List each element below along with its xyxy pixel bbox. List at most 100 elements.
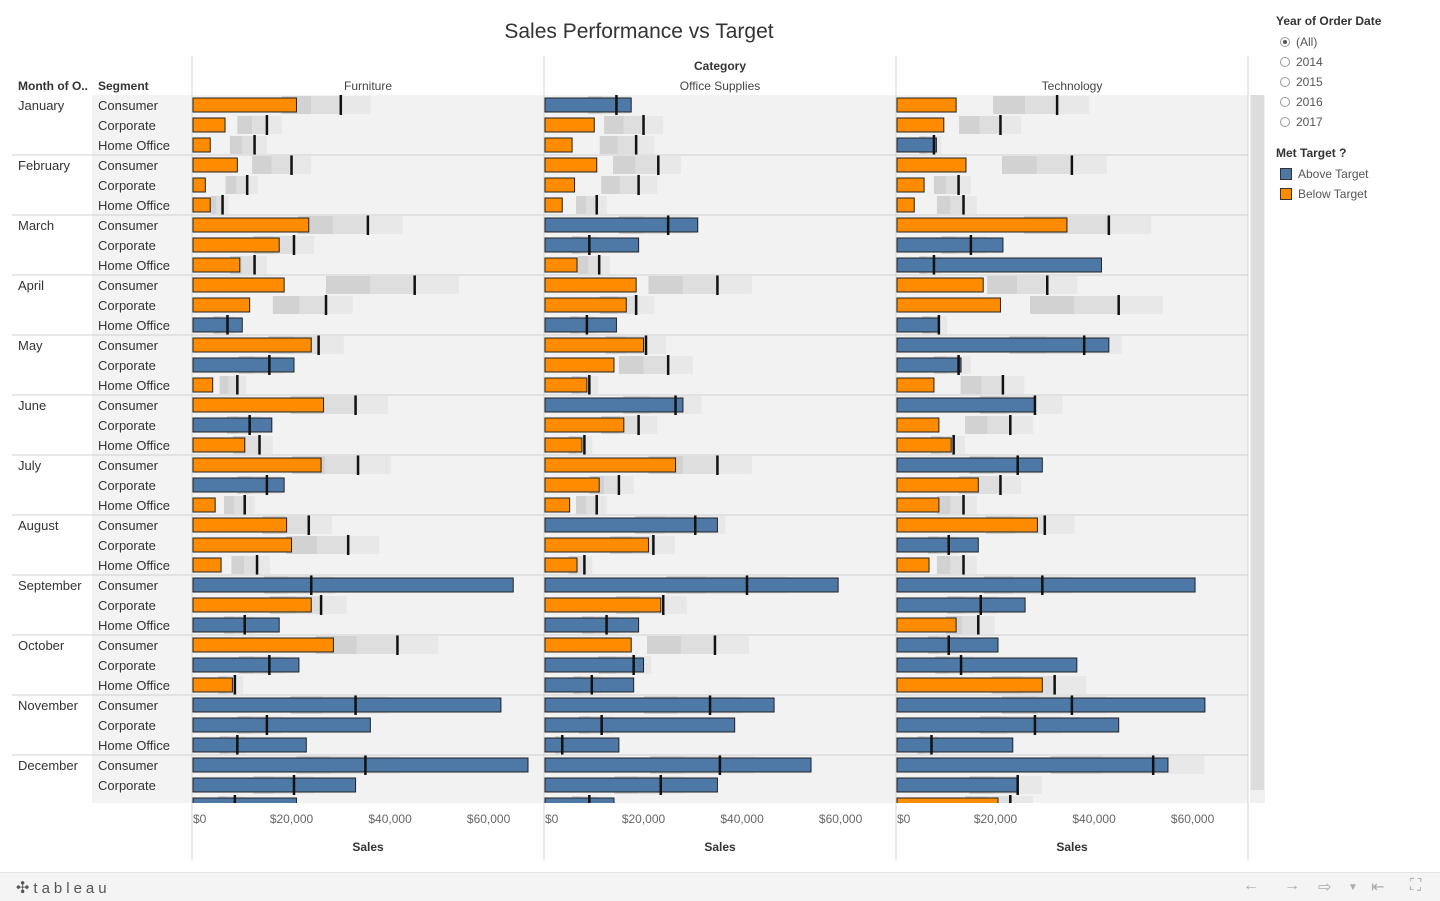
target-band xyxy=(1025,96,1058,114)
revert-icon[interactable]: ⇨ xyxy=(1318,879,1332,896)
segment-column-header[interactable]: Segment xyxy=(98,79,149,93)
target-band xyxy=(326,276,371,294)
target-band xyxy=(1002,376,1025,394)
segment-label: Consumer xyxy=(98,758,159,773)
met-target-legend-title: Met Target ? xyxy=(1276,146,1347,160)
target-band xyxy=(1000,116,1022,134)
sales-bar xyxy=(544,797,615,803)
target-band xyxy=(682,456,718,474)
legend-label: Above Target xyxy=(1298,167,1369,181)
target-band xyxy=(643,116,664,134)
sales-bar xyxy=(192,177,206,193)
target-band xyxy=(589,376,599,394)
target-band xyxy=(933,136,942,154)
brand-text: tableau xyxy=(33,879,111,897)
target-band xyxy=(636,296,655,314)
revert-dropdown-icon[interactable]: ▼ xyxy=(1348,882,1358,893)
target-band xyxy=(584,556,593,574)
sales-bar xyxy=(544,537,649,553)
year-option-2016[interactable]: 2016 xyxy=(1276,92,1436,112)
x-axis-title: Sales xyxy=(704,840,736,854)
x-tick-label: $20,000 xyxy=(622,812,666,826)
undo-icon[interactable]: ← xyxy=(1243,877,1259,894)
scrollbar-thumb xyxy=(1251,95,1264,790)
sales-bar xyxy=(896,717,1120,733)
sales-bar xyxy=(192,377,214,393)
year-option-2014[interactable]: 2014 xyxy=(1276,52,1436,72)
sales-bar xyxy=(896,457,1043,473)
target-band xyxy=(636,136,655,154)
sales-bar xyxy=(192,457,322,473)
segment-label: Corporate xyxy=(98,718,156,733)
target-band xyxy=(271,156,292,174)
sales-bar xyxy=(544,697,775,713)
target-band xyxy=(604,476,619,494)
sales-bar xyxy=(544,137,573,153)
legend-item-above-target[interactable]: Above Target xyxy=(1276,164,1436,184)
target-band xyxy=(993,96,1026,114)
target-band xyxy=(299,296,327,314)
target-band xyxy=(959,116,980,134)
legend-label: Below Target xyxy=(1298,187,1368,201)
fullscreen-icon[interactable]: ⛶ xyxy=(1410,877,1422,894)
sales-bar xyxy=(544,277,637,293)
segment-label: Home Office xyxy=(98,198,170,213)
revert-all-icon[interactable]: ⇤ xyxy=(1371,879,1385,896)
target-band xyxy=(617,136,637,154)
target-band xyxy=(645,336,667,354)
segment-label: Corporate xyxy=(98,598,156,613)
target-band xyxy=(340,96,371,114)
legend-item-below-target[interactable]: Below Target xyxy=(1276,184,1436,204)
sales-bar xyxy=(192,677,233,693)
target-band xyxy=(987,416,1011,434)
category-furniture-header: Furniture xyxy=(343,79,393,93)
target-band xyxy=(242,136,255,154)
year-option-2015[interactable]: 2015 xyxy=(1276,72,1436,92)
segment-label: Corporate xyxy=(98,118,156,133)
sales-bar xyxy=(896,197,915,213)
x-tick-label: $20,000 xyxy=(270,812,314,826)
target-band xyxy=(225,176,237,194)
target-band xyxy=(356,636,398,654)
legend-swatch-orange xyxy=(1280,188,1292,200)
tableau-logo[interactable]: ✣ tableau xyxy=(16,878,111,898)
target-band xyxy=(1010,796,1033,803)
year-option-2017[interactable]: 2017 xyxy=(1276,112,1436,132)
segment-label: Consumer xyxy=(98,278,159,293)
segment-label: Consumer xyxy=(98,398,159,413)
sales-bar xyxy=(192,397,325,413)
month-label: January xyxy=(18,98,65,113)
segment-label: Consumer xyxy=(98,638,159,653)
sales-bar xyxy=(192,197,211,213)
sales-bar xyxy=(544,417,625,433)
sales-bar xyxy=(544,337,645,353)
target-band xyxy=(653,536,676,554)
target-band xyxy=(1010,416,1033,434)
sales-bar xyxy=(192,157,238,173)
target-band xyxy=(1047,276,1078,294)
target-band xyxy=(1001,156,1037,174)
target-band xyxy=(229,136,243,154)
target-band xyxy=(950,196,964,214)
sales-bar xyxy=(896,217,1068,233)
target-band xyxy=(1108,216,1152,234)
sales-bar xyxy=(544,377,588,393)
redo-icon[interactable]: → xyxy=(1284,877,1300,894)
month-column-header[interactable]: Month of O.. xyxy=(18,79,88,93)
sales-bar xyxy=(896,237,1004,253)
sales-bar xyxy=(896,657,1078,673)
segment-label: Corporate xyxy=(98,178,156,193)
sales-bar xyxy=(544,777,718,793)
sales-bar xyxy=(544,117,595,133)
segment-label: Consumer xyxy=(98,218,159,233)
year-option-all[interactable]: (All) xyxy=(1276,32,1436,52)
sales-bar xyxy=(544,397,684,413)
legend-swatch-blue xyxy=(1280,168,1292,180)
segment-label: Corporate xyxy=(98,238,156,253)
year-option-label: 2015 xyxy=(1296,75,1323,89)
segment-label: Home Office xyxy=(98,558,170,573)
month-label: November xyxy=(18,698,79,713)
sales-bar xyxy=(192,797,297,803)
x-tick-label: $0 xyxy=(545,812,559,826)
segment-label: Home Office xyxy=(98,618,170,633)
